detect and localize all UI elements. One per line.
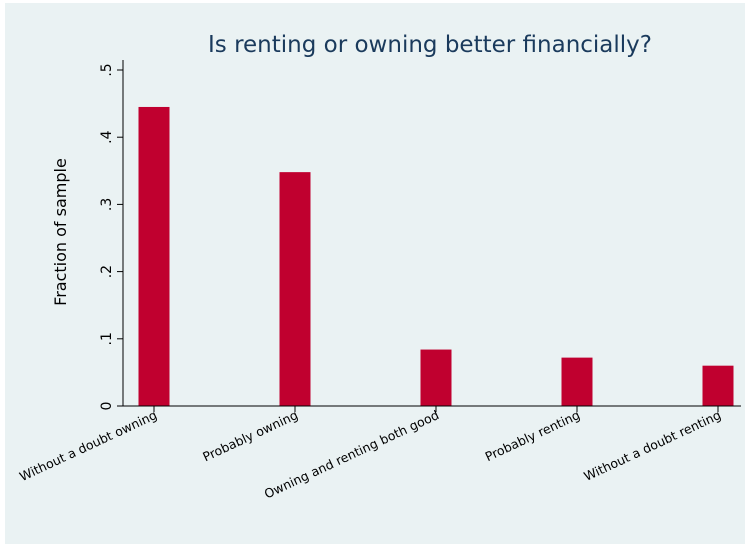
chart-title: Is renting or owning better financially?	[208, 32, 652, 58]
y-tick-label: .3	[99, 198, 115, 211]
y-axis-ticks: 0 .1 .2 .3 .4 .5	[99, 63, 123, 410]
x-tick-label: Probably owning	[200, 407, 300, 464]
bar	[138, 106, 170, 407]
bar	[702, 365, 734, 406]
y-tick-label: 0	[99, 402, 115, 411]
bar	[420, 349, 452, 406]
x-tick-label: Without a doubt renting	[581, 407, 723, 484]
bar	[279, 172, 311, 406]
y-tick-label: .1	[99, 332, 115, 345]
y-tick-label: .5	[99, 63, 115, 76]
x-axis-ticks: Without a doubt owning Probably owningOwn…	[17, 406, 723, 501]
chart-background	[5, 3, 745, 544]
y-tick-label: .2	[99, 265, 115, 278]
x-tick-label: Without a doubt owning	[17, 407, 159, 484]
x-tick-label: Probably renting	[483, 407, 583, 464]
bar	[561, 357, 593, 406]
y-axis-label: Fraction of sample	[51, 158, 70, 306]
bars	[138, 106, 734, 407]
y-tick-label: .4	[99, 130, 115, 143]
